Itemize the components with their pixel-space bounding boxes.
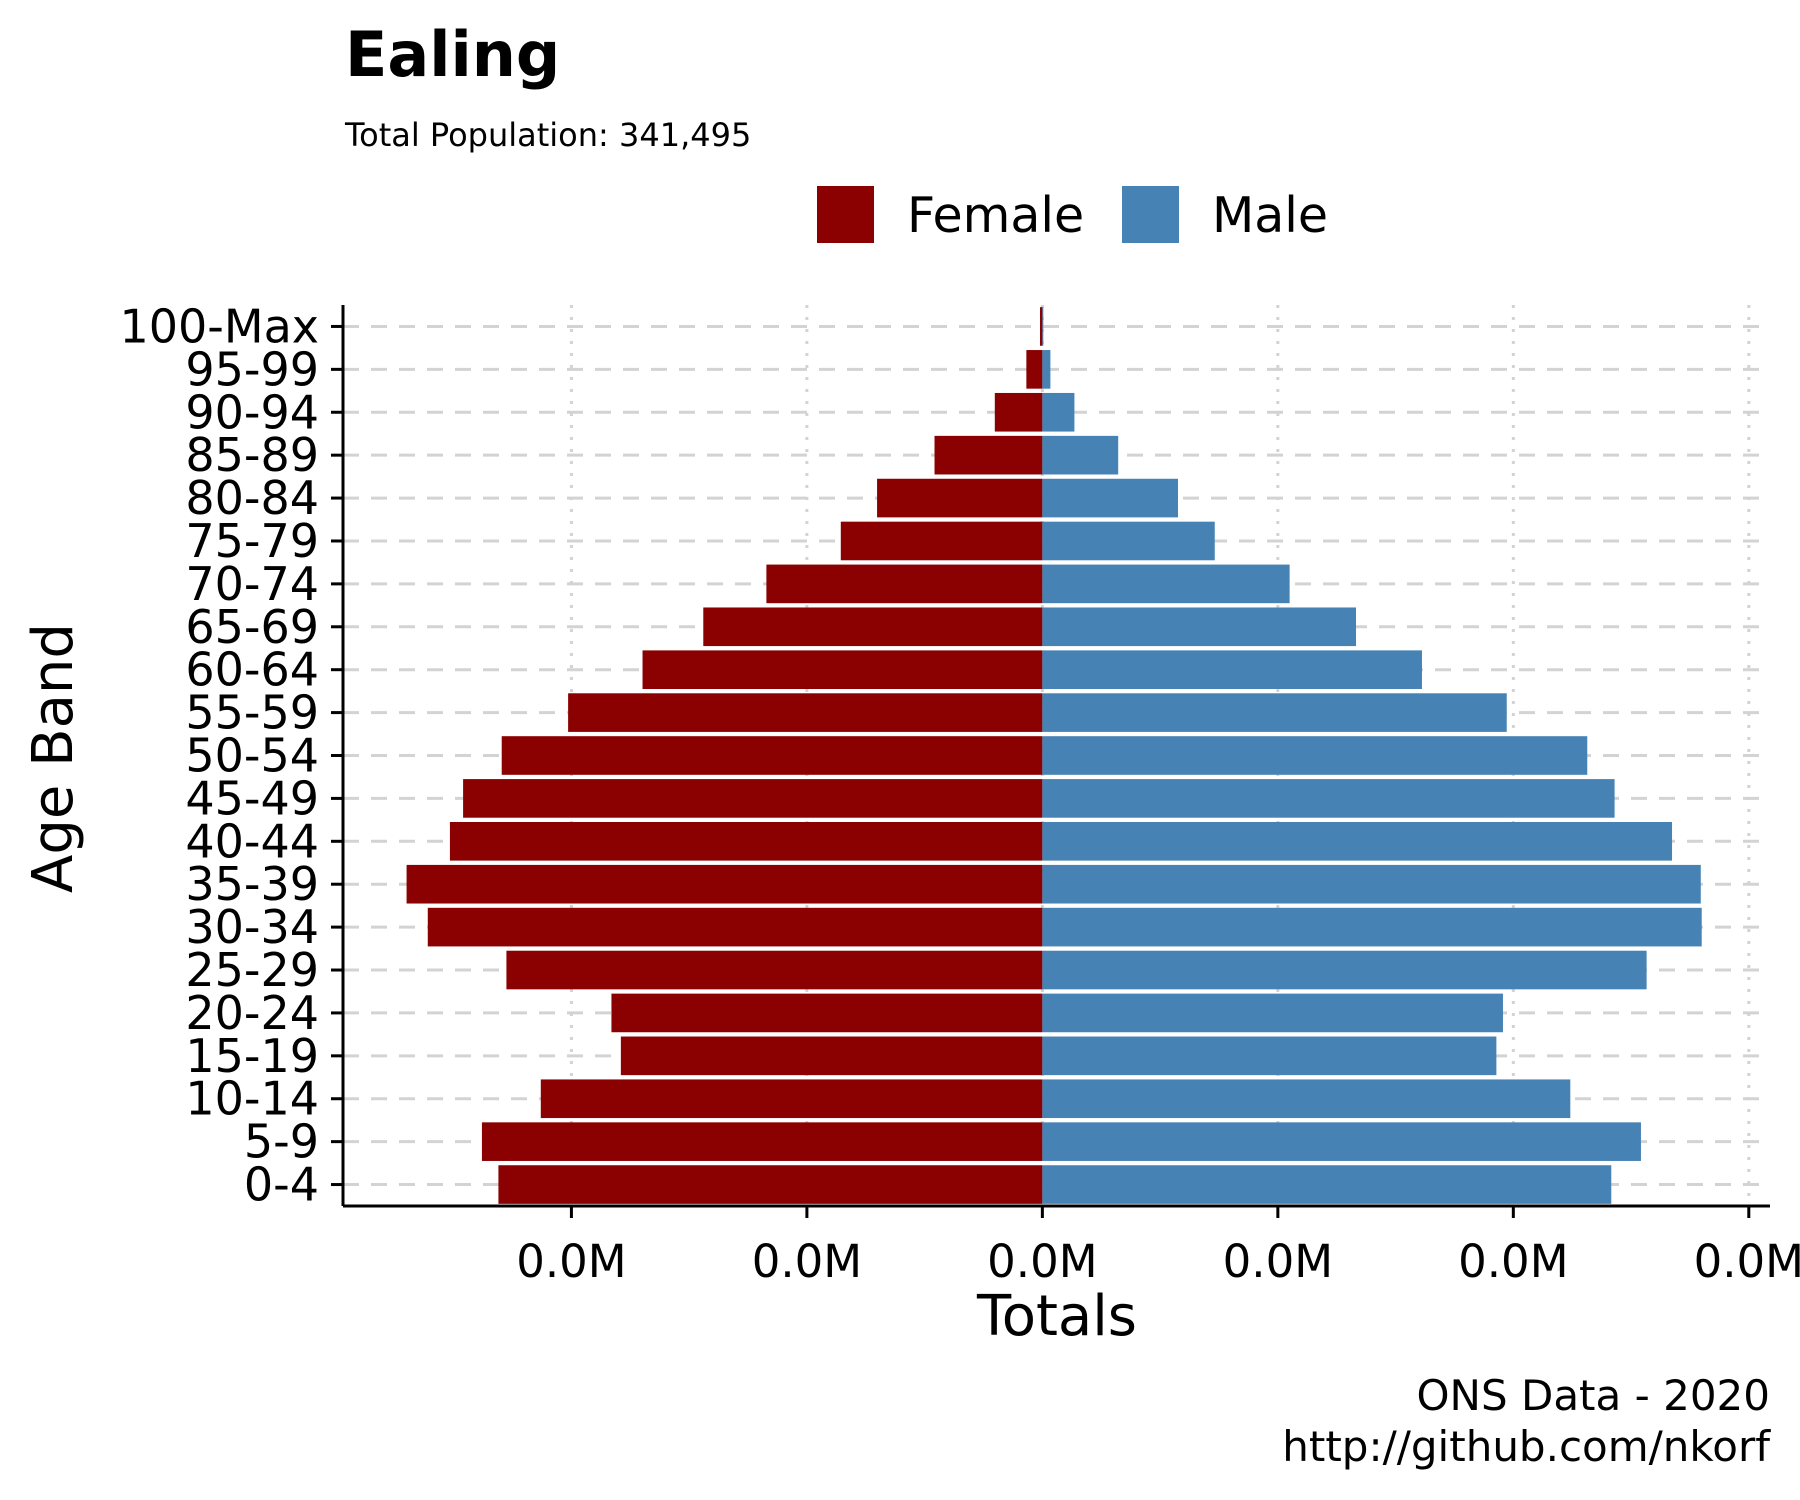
legend-swatch-female — [817, 186, 874, 243]
axes: 0-45-910-1415-1920-2425-2930-3435-3940-4… — [120, 299, 1800, 1288]
caption-source: ONS Data - 2020 — [1416, 1371, 1770, 1420]
y-tick-label: 35-39 — [185, 857, 319, 911]
bar-male-90-94 — [1042, 392, 1075, 432]
bar-male-75-79 — [1042, 521, 1215, 561]
bar-female-20-24 — [611, 993, 1043, 1033]
y-tick-label: 95-99 — [185, 342, 319, 396]
bar-male-60-64 — [1042, 650, 1422, 689]
bar-female-85-89 — [934, 435, 1043, 475]
y-tick-label: 85-89 — [185, 428, 319, 482]
bar-female-55-59 — [568, 693, 1043, 732]
y-tick-label: 90-94 — [185, 385, 319, 439]
caption-url: http://github.com/nkorf — [1282, 1422, 1771, 1471]
bar-female-25-29 — [506, 950, 1043, 990]
bar-female-35-39 — [406, 864, 1043, 904]
bar-male-5-9 — [1042, 1122, 1641, 1161]
bar-male-45-49 — [1042, 779, 1615, 818]
bar-male-85-89 — [1042, 435, 1119, 475]
bar-female-80-84 — [877, 478, 1043, 518]
y-tick-label: 100-Max — [120, 299, 320, 353]
bar-female-45-49 — [463, 779, 1043, 818]
bar-female-90-94 — [994, 392, 1043, 432]
y-tick-label: 60-64 — [185, 643, 319, 697]
bar-female-75-79 — [840, 521, 1043, 561]
x-axis-title: Totals — [976, 1284, 1137, 1349]
y-tick-label: 65-69 — [185, 600, 319, 654]
y-tick-label: 70-74 — [185, 557, 319, 611]
y-axis-title: Age Band — [21, 623, 86, 893]
x-tick-label: 0.0M — [1458, 1235, 1568, 1288]
bar-female-0-4 — [498, 1165, 1043, 1204]
bar-male-0-4 — [1042, 1165, 1612, 1204]
bar-male-80-84 — [1042, 478, 1179, 518]
bar-female-5-9 — [481, 1122, 1043, 1161]
bar-female-70-74 — [766, 564, 1043, 604]
bar-male-10-14 — [1042, 1079, 1571, 1119]
y-tick-label: 80-84 — [185, 471, 319, 525]
x-tick-label: 0.0M — [752, 1235, 862, 1288]
bar-female-50-54 — [501, 736, 1043, 775]
bar-male-95-99 — [1042, 350, 1051, 389]
legend-label-male: Male — [1212, 187, 1328, 244]
bars — [406, 307, 1702, 1204]
y-tick-label: 10-14 — [185, 1072, 319, 1126]
y-tick-label: 25-29 — [185, 943, 319, 997]
chart-subtitle: Total Population: 341,495 — [344, 116, 751, 154]
bar-male-25-29 — [1042, 950, 1647, 990]
legend-label-female: Female — [907, 187, 1084, 244]
bar-female-95-99 — [1026, 350, 1043, 389]
bar-male-50-54 — [1042, 736, 1588, 775]
bar-male-30-34 — [1042, 907, 1702, 947]
legend: Female Male — [817, 186, 1328, 244]
y-tick-label: 20-24 — [185, 986, 319, 1040]
bar-female-30-34 — [427, 907, 1043, 947]
y-tick-label: 45-49 — [185, 771, 319, 825]
y-tick-label: 30-34 — [185, 900, 319, 954]
y-tick-label: 50-54 — [185, 729, 319, 783]
bar-male-15-19 — [1042, 1036, 1497, 1076]
bar-male-70-74 — [1042, 564, 1290, 604]
bar-female-15-19 — [620, 1036, 1043, 1076]
bar-male-65-69 — [1042, 607, 1357, 647]
chart-title: Ealing — [345, 18, 560, 91]
bar-male-100-Max — [1042, 307, 1044, 346]
y-tick-label: 55-59 — [185, 686, 319, 740]
bar-male-35-39 — [1042, 864, 1701, 904]
bar-female-65-69 — [703, 607, 1043, 647]
x-tick-label: 0.0M — [516, 1235, 626, 1288]
bar-female-60-64 — [642, 650, 1043, 689]
y-tick-label: 75-79 — [185, 514, 319, 568]
y-tick-label: 40-44 — [185, 814, 319, 868]
y-tick-label: 15-19 — [185, 1029, 319, 1083]
y-tick-label: 5-9 — [244, 1115, 319, 1169]
bar-male-55-59 — [1042, 693, 1507, 732]
bar-male-40-44 — [1042, 822, 1673, 861]
bar-female-100-Max — [1040, 307, 1043, 346]
bar-female-10-14 — [540, 1079, 1043, 1119]
x-tick-label: 0.0M — [987, 1235, 1097, 1288]
bar-male-20-24 — [1042, 993, 1503, 1033]
x-tick-label: 0.0M — [1694, 1235, 1800, 1288]
bar-female-40-44 — [449, 822, 1043, 861]
legend-swatch-male — [1122, 186, 1179, 243]
y-tick-label: 0-4 — [244, 1158, 319, 1212]
x-tick-label: 0.0M — [1223, 1235, 1333, 1288]
